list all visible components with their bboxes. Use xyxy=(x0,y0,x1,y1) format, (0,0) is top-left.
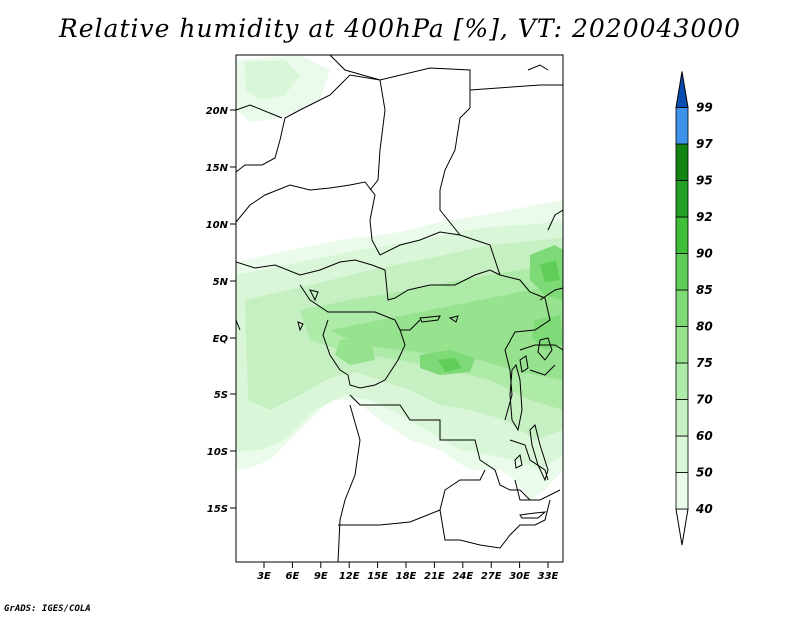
lon-axis: 3E 6E 9E 12E 15E 18E 21E 24E 27E 30E 33E xyxy=(257,562,559,582)
lon-label: 27E xyxy=(481,571,502,582)
colorbar-segment xyxy=(675,143,689,181)
colorbar-label: 80 xyxy=(696,320,713,334)
lat-label: 15S xyxy=(207,504,228,515)
lon-label: 21E xyxy=(424,571,445,582)
colorbar-label: 90 xyxy=(696,247,713,261)
colorbar-label: 50 xyxy=(696,466,713,480)
colorbar: 40 50 60 70 75 80 85 90 92 95 97 99 xyxy=(675,71,713,546)
lon-label: 3E xyxy=(257,571,271,582)
colorbar-segment xyxy=(675,435,689,473)
lon-label: 12E xyxy=(339,571,360,582)
lakes xyxy=(297,289,553,519)
colorbar-segment xyxy=(675,253,689,291)
map-panel xyxy=(236,55,563,562)
humidity-field xyxy=(236,55,563,500)
lon-label: 24E xyxy=(452,571,473,582)
colorbar-upper-arrow xyxy=(675,71,689,108)
lat-label: 20N xyxy=(206,106,229,117)
colorbar-segment xyxy=(675,326,689,364)
colorbar-label: 60 xyxy=(696,429,713,443)
colorbar-segment xyxy=(675,472,689,510)
lon-label: 33E xyxy=(538,571,559,582)
colorbar-segment xyxy=(675,107,689,145)
lon-label: 30E xyxy=(509,571,530,582)
colorbar-label: 85 xyxy=(696,283,713,297)
lat-label: EQ xyxy=(213,334,229,345)
lat-label: 5N xyxy=(213,277,229,288)
humidity-core-6 xyxy=(438,358,462,372)
colorbar-lower-arrow xyxy=(675,508,689,546)
colorbar-segment xyxy=(675,216,689,254)
lon-label: 18E xyxy=(396,571,417,582)
humidity-core-2 xyxy=(330,285,563,380)
colorbar-label: 75 xyxy=(696,356,713,370)
lat-label: 15N xyxy=(206,163,229,174)
lat-label: 5S xyxy=(214,390,228,401)
colorbar-segment xyxy=(675,180,689,218)
chart-title: Relative humidity at 400hPa [%], VT: 202… xyxy=(58,14,742,43)
colorbar-label: 40 xyxy=(695,502,713,516)
colorbar-label: 97 xyxy=(696,137,713,151)
colorbar-segment xyxy=(675,399,689,437)
colorbar-label: 95 xyxy=(696,174,713,188)
grads-credit: GrADS: IGES/COLA xyxy=(4,604,91,614)
colorbar-segment xyxy=(675,289,689,327)
colorbar-label: 92 xyxy=(696,210,713,224)
lat-axis: 20N 15N 10N 5N EQ 5S 10S 15S xyxy=(206,106,236,515)
humidity-core-8 xyxy=(335,335,375,365)
lon-label: 6E xyxy=(286,571,300,582)
map-frame xyxy=(235,54,564,563)
colorbar-label: 99 xyxy=(696,101,713,115)
lon-label: 9E xyxy=(314,571,328,582)
lat-label: 10S xyxy=(207,447,228,458)
colorbar-label: 70 xyxy=(696,393,713,407)
lon-label: 15E xyxy=(367,571,388,582)
humidity-patch-nw-inner xyxy=(245,60,300,100)
country-borders xyxy=(236,55,563,562)
lat-label: 10N xyxy=(206,220,229,231)
colorbar-segment xyxy=(675,362,689,400)
humidity-core-5 xyxy=(540,260,560,282)
